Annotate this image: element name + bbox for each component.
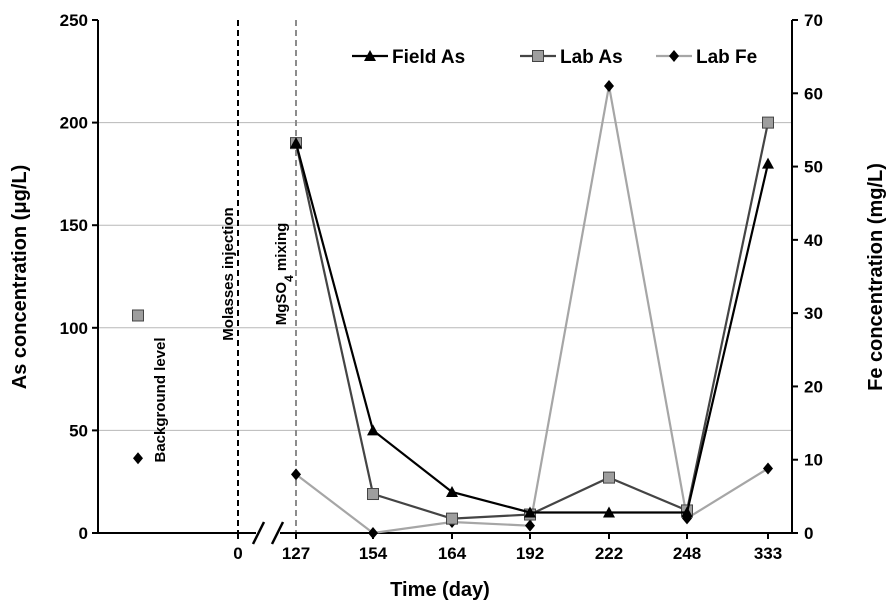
- x-tick-label: 333: [754, 544, 782, 563]
- event-label: Molasses injection: [220, 207, 237, 340]
- data-point: [762, 157, 774, 169]
- data-point: [763, 462, 773, 475]
- right-tick-label: 40: [804, 231, 823, 250]
- left-tick-label: 150: [60, 216, 88, 235]
- data-point: [681, 506, 693, 518]
- left-tick-label: 200: [60, 114, 88, 133]
- data-point: [525, 519, 535, 532]
- event-label-main: MgSO: [273, 282, 290, 326]
- left-tick-label: 250: [60, 11, 88, 30]
- data-point: [604, 79, 614, 92]
- background-level-label: Background level: [152, 337, 169, 462]
- legend-label: Lab As: [560, 47, 623, 68]
- legend: Field As Lab As Lab Fe: [352, 47, 757, 68]
- left-y-axis-title: As concentration (μg/L): [9, 165, 31, 389]
- left-tick-label: 50: [69, 421, 88, 440]
- x-tick-label: 154: [359, 544, 388, 563]
- data-point: [603, 471, 615, 484]
- right-tick-label: 60: [804, 84, 823, 103]
- right-tick-label: 30: [804, 304, 823, 323]
- x-tick-label: 222: [595, 544, 623, 563]
- left-tick-label: 0: [79, 524, 88, 543]
- axis-break-mark: [251, 521, 266, 545]
- data-point: [669, 50, 679, 62]
- data-point: [532, 50, 544, 62]
- x-tick-label: 127: [282, 544, 310, 563]
- x-axis-title: Time (day): [390, 579, 490, 601]
- series-layer: Background level: [132, 79, 774, 539]
- data-point: [603, 506, 615, 518]
- x-tick-label: 248: [673, 544, 701, 563]
- x-tick-label: 192: [516, 544, 544, 563]
- axis-break-mark: [270, 521, 285, 545]
- data-point: [446, 485, 458, 497]
- data-point: [133, 452, 143, 465]
- right-y-axis-title: Fe concentration (mg/L): [865, 163, 887, 391]
- left-tick-label: 100: [60, 319, 88, 338]
- data-point: [290, 137, 302, 149]
- event-lines: Molasses injection MgSO4 mixing: [220, 20, 297, 533]
- data-point: [762, 116, 774, 129]
- data-point: [364, 50, 376, 61]
- data-point: [367, 424, 379, 436]
- data-point: [367, 488, 379, 501]
- right-tick-label: 70: [804, 11, 823, 30]
- right-tick-label: 50: [804, 158, 823, 177]
- series-line: [294, 122, 770, 520]
- event-label-tail: mixing: [273, 223, 290, 276]
- data-point: [524, 506, 536, 518]
- axis-titles: Time (day) As concentration (μg/L) Fe co…: [9, 163, 887, 601]
- legend-label: Lab Fe: [696, 47, 757, 68]
- event-label: MgSO4 mixing: [273, 223, 296, 326]
- data-point: [446, 512, 458, 525]
- right-tick-label: 10: [804, 451, 823, 470]
- legend-label: Field As: [392, 47, 465, 68]
- data-point: [132, 309, 144, 322]
- right-tick-label: 20: [804, 377, 823, 396]
- event-label-subscript: 4: [282, 275, 296, 282]
- x-tick-label: 164: [438, 544, 467, 563]
- axes: 0 50 100 150 200 250 0 10 20 30 40 50 60 70 0 127 154 164…: [60, 11, 823, 563]
- data-point: [291, 468, 301, 481]
- gridlines: [98, 122, 792, 431]
- x-tick-label: 0: [233, 544, 242, 563]
- right-tick-label: 0: [804, 524, 813, 543]
- data-point: [368, 527, 378, 539]
